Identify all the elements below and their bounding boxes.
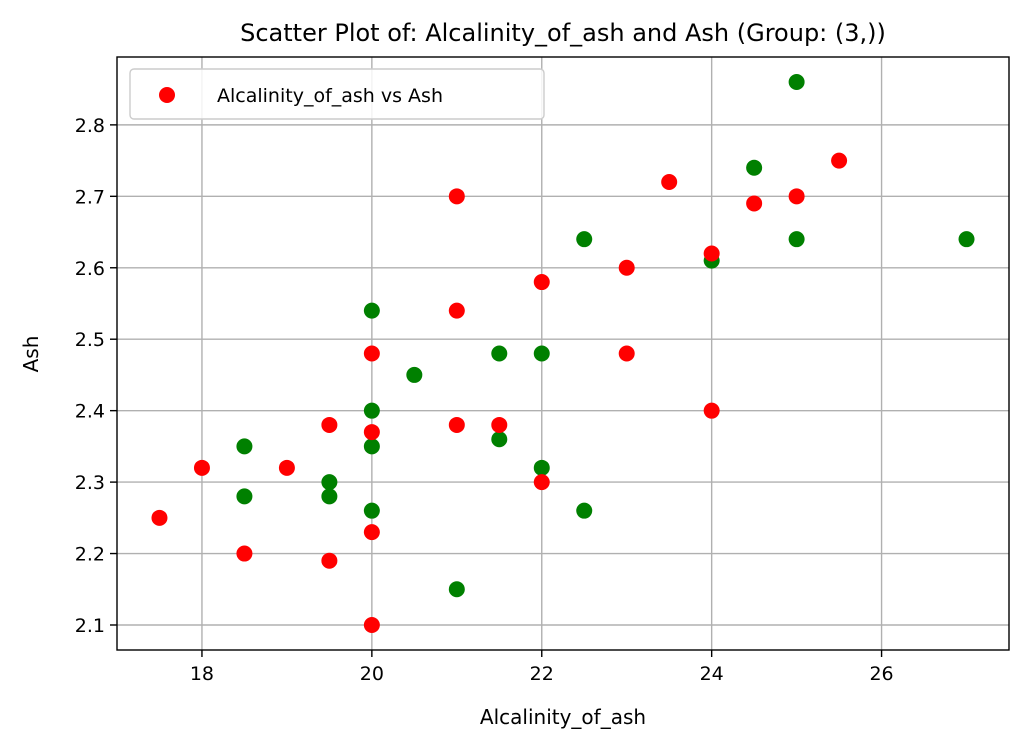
legend: Alcalinity_of_ash vs Ash [129,68,545,120]
green-data-point [958,231,975,248]
red-data-point [831,152,848,169]
red-data-point [448,416,465,433]
legend-frame [129,68,545,120]
green-data-point [788,74,805,91]
x-tick-label: 22 [530,663,554,685]
chart-title: Scatter Plot of: Alcalinity_of_ash and A… [240,19,886,47]
grid [117,57,1009,650]
red-data-point [236,545,253,562]
red-data-point [448,302,465,319]
green-data-point [576,231,593,248]
x-tick-label: 20 [360,663,384,685]
red-data-point [278,459,295,476]
x-tick-label: 18 [190,663,214,685]
red-data-point [533,274,550,291]
y-axis-label: Ash [19,336,43,373]
legend-marker [159,87,175,103]
green-data-point [406,366,423,383]
y-tick-label: 2.6 [75,258,105,280]
green-data-point [363,438,380,455]
green-series [236,74,975,598]
green-data-point [363,402,380,419]
red-data-point [618,345,635,362]
plot-area-frame [116,56,1010,651]
red-data-point [703,402,720,419]
axis-ticks: 18 20 22 24 26 2.1 2.2 2.3 2.4 2.5 2.6 2.7 2.8 [75,115,894,685]
y-tick-label: 2.4 [75,401,105,423]
red-data-point [363,424,380,441]
green-data-point [236,438,253,455]
green-data-point [363,502,380,519]
red-data-point [363,345,380,362]
legend-label: Alcalinity_of_ash vs Ash [217,85,443,107]
green-data-point [448,581,465,598]
green-data-point [321,488,338,505]
x-tick-label: 24 [700,663,724,685]
red-series [151,152,848,633]
green-data-point [746,159,763,176]
red-data-point [151,509,168,526]
red-data-point [533,474,550,491]
green-data-point [576,502,593,519]
red-data-point [363,616,380,633]
x-tick-label: 26 [869,663,893,685]
red-data-point [703,245,720,262]
red-data-point [193,459,210,476]
green-data-point [363,302,380,319]
y-tick-label: 2.7 [75,186,105,208]
red-data-point [746,195,763,212]
green-data-point [236,488,253,505]
y-tick-label: 2.3 [75,472,105,494]
green-data-point [788,231,805,248]
x-axis-label: Alcalinity_of_ash [480,705,646,729]
red-data-point [788,188,805,205]
red-data-point [661,174,678,191]
y-tick-label: 2.5 [75,329,105,351]
red-data-point [618,259,635,276]
y-tick-label: 2.8 [75,115,105,137]
red-data-point [363,524,380,541]
green-data-point [321,474,338,491]
green-data-point [491,431,508,448]
red-data-point [491,416,508,433]
y-tick-label: 2.2 [75,544,105,566]
y-tick-label: 2.1 [75,615,105,637]
green-data-point [491,345,508,362]
red-data-point [321,552,338,569]
green-data-point [533,345,550,362]
green-data-point [533,459,550,476]
red-data-point [448,188,465,205]
red-data-point [321,416,338,433]
